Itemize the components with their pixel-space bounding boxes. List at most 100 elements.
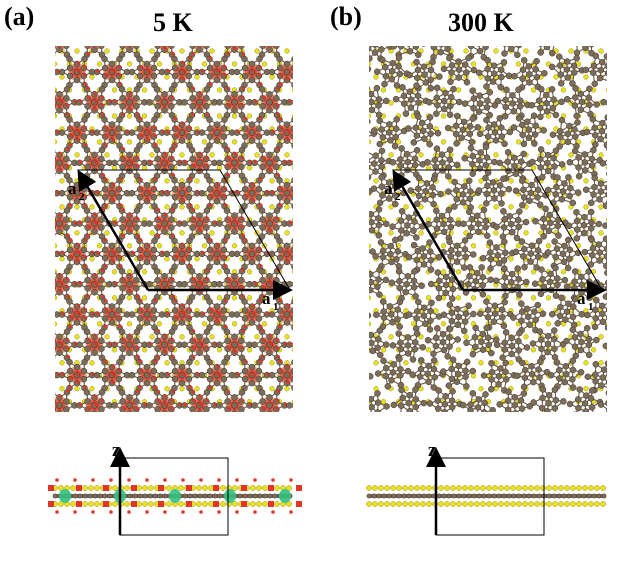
metal-bond	[25, 102, 32, 106]
metal-bond	[276, 42, 284, 46]
sulfur-atom	[270, 205, 275, 210]
charge-spot	[296, 113, 299, 116]
metal-atom	[127, 221, 133, 227]
metal-bond	[35, 250, 42, 254]
metal-bond	[342, 72, 350, 76]
charge-spot	[227, 43, 230, 46]
metal-atom	[15, 225, 21, 231]
metal-bond	[325, 224, 333, 228]
metal-atom	[92, 152, 98, 158]
charge-spot	[66, 147, 69, 150]
metal-bond	[346, 288, 347, 297]
metal-atom	[169, 268, 175, 274]
metal-bond	[298, 106, 305, 110]
charge-spot	[76, 61, 79, 64]
metal-bond	[25, 280, 32, 284]
metal-atom	[67, 65, 73, 71]
metal-bond	[333, 284, 340, 288]
metal-bond	[346, 163, 354, 167]
metal-atom	[46, 73, 52, 79]
metal-bond	[311, 150, 312, 159]
metal-bond	[0, 72, 7, 76]
metal-atom	[14, 26, 20, 32]
charge-spot	[259, 117, 262, 120]
sulfur-atom	[112, 295, 117, 300]
metal-bond	[322, 246, 329, 250]
charge-spot	[104, 204, 107, 207]
sulfur-atom	[285, 334, 290, 339]
metal-bond	[305, 155, 312, 159]
metal-atom	[172, 56, 178, 62]
metal-bond	[350, 201, 358, 206]
metal-atom	[322, 281, 328, 287]
metal-bond	[329, 189, 337, 193]
metal-atom	[343, 103, 349, 109]
metal-atom	[292, 117, 298, 123]
metal-bond	[311, 102, 319, 106]
cdw-charge-density	[0, 63, 16, 81]
metal-bond	[297, 228, 298, 237]
metal-bond	[25, 89, 33, 94]
charge-spot	[6, 61, 9, 64]
charge-spot	[286, 130, 289, 133]
charge-spot	[13, 255, 16, 258]
metal-atom	[294, 208, 300, 214]
metal-bond	[263, 38, 270, 42]
metal-atom	[37, 39, 43, 45]
charge-spot	[276, 147, 279, 150]
metal-bond	[158, 34, 165, 38]
metal-atom	[4, 130, 10, 136]
metal-atom	[330, 225, 336, 231]
sulfur-atom	[157, 62, 162, 67]
metal-atom	[361, 134, 367, 140]
metal-atom	[137, 56, 143, 62]
sulfur-atom	[300, 438, 305, 443]
metal-atom	[334, 130, 340, 136]
charge-spot	[321, 251, 324, 254]
metal-bond	[367, 167, 368, 176]
metal-bond	[315, 201, 323, 206]
metal-atom	[326, 255, 332, 261]
metal-atom	[217, 99, 223, 105]
metal-atom	[267, 99, 273, 105]
metal-atom	[197, 107, 203, 113]
charge-spot	[0, 143, 2, 146]
sulfur-atom	[210, 412, 215, 417]
sulfur-atom	[292, 425, 297, 430]
metal-atom	[46, 65, 52, 71]
charge-spot	[199, 282, 202, 285]
metal-atom	[329, 112, 335, 118]
sulfur-atom	[255, 153, 260, 158]
metal-atom	[312, 194, 318, 200]
metal-atom	[28, 43, 34, 49]
metal-atom	[277, 177, 283, 183]
metal-bond	[35, 120, 36, 129]
charge-spot	[192, 278, 195, 281]
charge-spot	[354, 160, 357, 163]
sulfur-atom	[210, 438, 215, 443]
metal-atom	[186, 134, 192, 140]
sulfur-atom	[90, 179, 95, 184]
metal-atom	[12, 264, 18, 270]
charge-spot	[315, 65, 318, 68]
metal-atom	[361, 65, 367, 71]
metal-atom	[46, 247, 52, 253]
metal-bond	[367, 29, 368, 38]
metal-bond	[7, 246, 14, 250]
charge-spot	[367, 225, 370, 228]
metal-atom	[47, 143, 53, 149]
metal-atom	[29, 268, 35, 274]
metal-atom	[11, 247, 17, 253]
charge-spot	[146, 191, 149, 194]
metal-bond	[357, 246, 364, 250]
metal-bond	[7, 197, 14, 201]
metal-atom	[203, 225, 209, 231]
metal-atom	[232, 31, 238, 37]
metal-bond	[25, 211, 33, 216]
charge-spot	[296, 87, 299, 90]
metal-atom	[120, 95, 126, 101]
metal-atom	[199, 130, 205, 136]
metal-atom	[197, 213, 203, 219]
charge-spot	[329, 178, 332, 181]
metal-bond	[136, 29, 137, 38]
